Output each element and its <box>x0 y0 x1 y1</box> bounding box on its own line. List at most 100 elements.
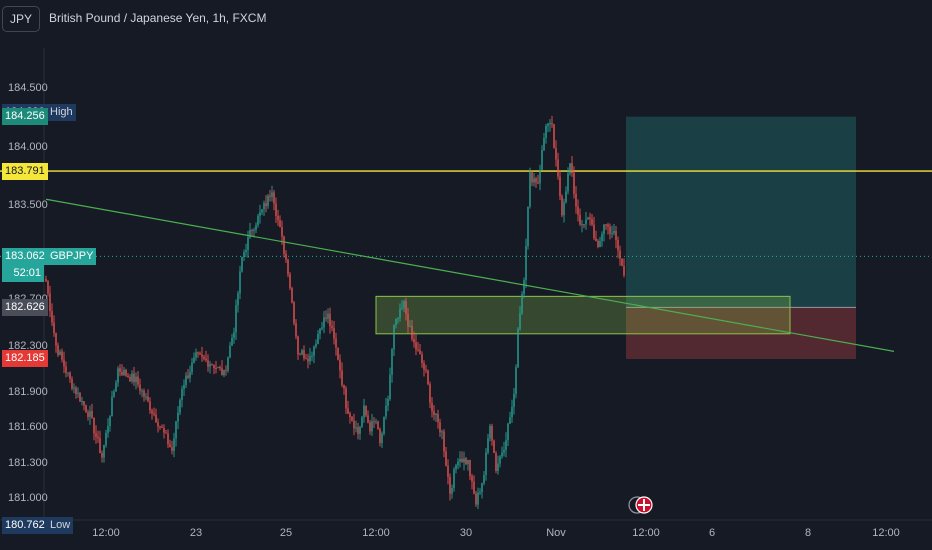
last-price-tag: 183.062 <box>2 247 48 265</box>
candle-body <box>533 178 535 183</box>
candle-body <box>171 447 173 451</box>
candle-body <box>167 433 169 445</box>
candle-body <box>539 169 541 184</box>
candle-body <box>559 176 561 197</box>
candle-body <box>141 390 143 392</box>
candle-body <box>537 182 539 184</box>
candle-body <box>315 343 317 347</box>
long-position-loss-zone <box>626 307 856 359</box>
candle-body <box>401 307 403 309</box>
candle-body <box>263 203 265 210</box>
candle-body <box>161 426 163 429</box>
candle-body <box>123 369 125 376</box>
candle-body <box>101 453 103 458</box>
time-tick-label: 23 <box>189 527 203 539</box>
candle-body <box>237 293 239 306</box>
countdown-tag: 52:01 <box>2 264 44 282</box>
candle-body <box>47 281 49 294</box>
time-tick-label: 12:00 <box>92 527 120 539</box>
candle-body <box>121 371 123 376</box>
candle-body <box>517 328 519 368</box>
candle-body <box>499 456 501 464</box>
candle-body <box>175 421 177 439</box>
candle-body <box>557 159 559 177</box>
candle-body <box>193 357 195 363</box>
candle-body <box>623 265 625 276</box>
candle-body <box>523 280 525 295</box>
candle-body <box>481 483 483 493</box>
candle-body <box>207 360 209 367</box>
candle-body <box>339 359 341 371</box>
candle-body <box>385 405 387 417</box>
candle-body <box>479 492 481 494</box>
candle-body <box>487 438 489 453</box>
candle-body <box>285 253 287 260</box>
candle-body <box>357 427 359 434</box>
candle-body <box>63 359 65 367</box>
candle-body <box>359 426 361 434</box>
candle-body <box>597 240 599 248</box>
price-tick-label: 181.300 <box>8 456 48 469</box>
candle-body <box>515 367 517 394</box>
candle-body <box>403 301 405 308</box>
candle-body <box>229 345 231 358</box>
candle-body <box>579 214 581 225</box>
candle-body <box>607 224 609 227</box>
candle-body <box>219 366 221 369</box>
candle-body <box>413 339 415 343</box>
price-tick-label: 181.000 <box>8 491 48 504</box>
candle-body <box>531 172 533 183</box>
candle-body <box>567 173 569 192</box>
candle-body <box>261 209 263 213</box>
candle-body <box>265 203 267 206</box>
time-tick-label: 30 <box>459 527 473 539</box>
candle-body <box>109 416 111 427</box>
candle-body <box>67 372 69 374</box>
candle-body <box>525 246 527 281</box>
candle-body <box>59 351 61 355</box>
candle-body <box>473 481 475 494</box>
candle-body <box>139 384 141 391</box>
symbol-search-button[interactable]: JPY <box>2 6 40 32</box>
candle-body <box>521 294 523 314</box>
candle-body <box>249 230 251 238</box>
candle-body <box>55 333 57 346</box>
candle-body <box>217 366 219 369</box>
candle-body <box>355 427 357 429</box>
candle-body <box>159 426 161 428</box>
candle-body <box>591 219 593 225</box>
candle-body <box>283 236 285 254</box>
low-price-tag: 180.762 <box>2 516 48 534</box>
candle-body <box>125 369 127 376</box>
candle-body <box>115 382 117 392</box>
stop-price-tag: 182.185 <box>2 350 48 368</box>
candle-body <box>239 271 241 294</box>
candle-body <box>57 345 59 355</box>
candle-body <box>73 387 75 389</box>
candle-body <box>173 438 175 451</box>
candle-body <box>375 421 377 423</box>
candle-body <box>157 422 159 427</box>
candle-body <box>169 444 171 448</box>
chart-title: British Pound / Japanese Yen, 1h, FXCM <box>49 11 267 25</box>
candle-body <box>503 449 505 453</box>
candle-body <box>467 459 469 465</box>
symbol-label-tag: GBPJPY <box>47 247 97 265</box>
candle-body <box>437 414 439 423</box>
price-tick-label: 181.600 <box>8 421 48 434</box>
target-price-tag: 184.256 <box>2 108 48 126</box>
candle-body <box>297 336 299 355</box>
candle-body <box>469 459 471 477</box>
candle-body <box>345 388 347 409</box>
candle-body <box>87 412 89 417</box>
candle-body <box>535 178 537 183</box>
candle-body <box>95 433 97 437</box>
candle-body <box>147 396 149 402</box>
candle-body <box>51 310 53 323</box>
price-tick-label: 181.900 <box>8 386 48 399</box>
price-tick-label: 184.500 <box>8 82 48 95</box>
candle-body <box>445 451 447 466</box>
candle-body <box>601 234 603 242</box>
low-label: Low <box>47 516 74 534</box>
